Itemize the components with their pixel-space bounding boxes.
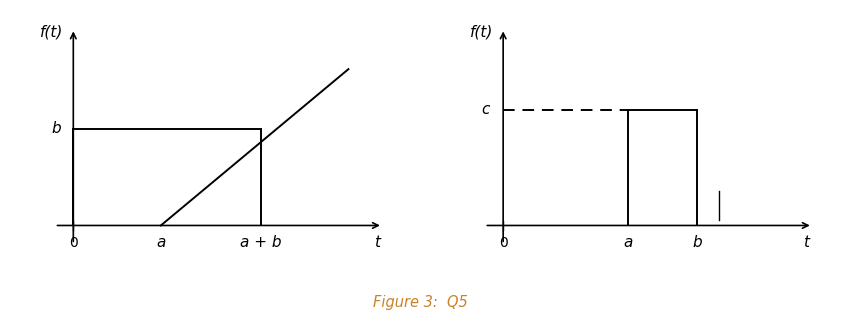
Text: 0: 0 [499,236,507,250]
Text: f(t): f(t) [40,24,63,39]
Text: t: t [373,236,379,250]
Text: b: b [51,121,61,136]
Text: a + b: a + b [241,236,282,250]
Text: a: a [623,236,633,250]
Text: b: b [692,236,701,250]
Text: f(t): f(t) [469,24,493,39]
Text: t: t [803,236,809,250]
Text: c: c [481,102,489,117]
Text: a: a [156,236,166,250]
Text: 0: 0 [69,236,77,250]
Text: Figure 3:  Q5: Figure 3: Q5 [373,295,468,310]
